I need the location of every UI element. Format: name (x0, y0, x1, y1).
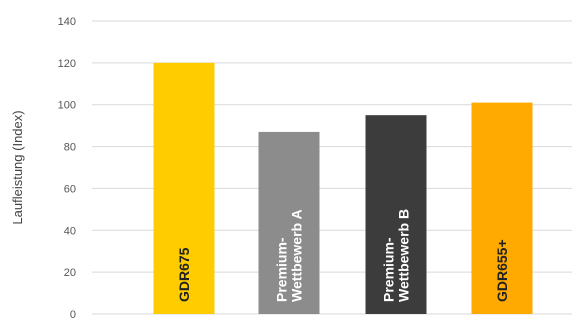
y-axis-title: Laufleistung (Index) (10, 110, 25, 224)
y-tick-label: 20 (64, 267, 76, 279)
bar-label-line: GDR675 (176, 247, 192, 302)
y-tick-label: 40 (64, 225, 76, 237)
bar-label-2: Premium-Wettbewerb B (381, 209, 412, 302)
bar-2 (365, 115, 427, 314)
bar-1 (258, 131, 320, 314)
y-axis-ticks: 0 20 40 60 80 100 120 140 (58, 16, 76, 321)
bar-0 (153, 62, 215, 314)
bar-label-1: Premium-Wettbewerb A (274, 209, 305, 302)
bar-label-0: GDR675 (176, 247, 192, 302)
bar-label-3: GDR655+ (494, 239, 510, 302)
bar-label-line: Premium- (274, 237, 290, 302)
y-tick-label: 100 (58, 100, 76, 112)
y-tick-label: 120 (58, 58, 76, 70)
bar-3 (471, 102, 533, 314)
y-tick-label: 140 (58, 16, 76, 28)
y-tick-label: 60 (64, 183, 76, 195)
bar-label-line: GDR655+ (494, 239, 510, 302)
bar-label-line: Premium- (381, 237, 397, 302)
y-tick-label: 0 (70, 309, 76, 321)
bars: GDR675 Premium-Wettbewerb A Premium-Wettbe… (153, 62, 533, 314)
bar-label-line: Wettbewerb B (396, 209, 412, 302)
bar-label-line: Wettbewerb A (289, 209, 305, 302)
y-tick-label: 80 (64, 142, 76, 154)
